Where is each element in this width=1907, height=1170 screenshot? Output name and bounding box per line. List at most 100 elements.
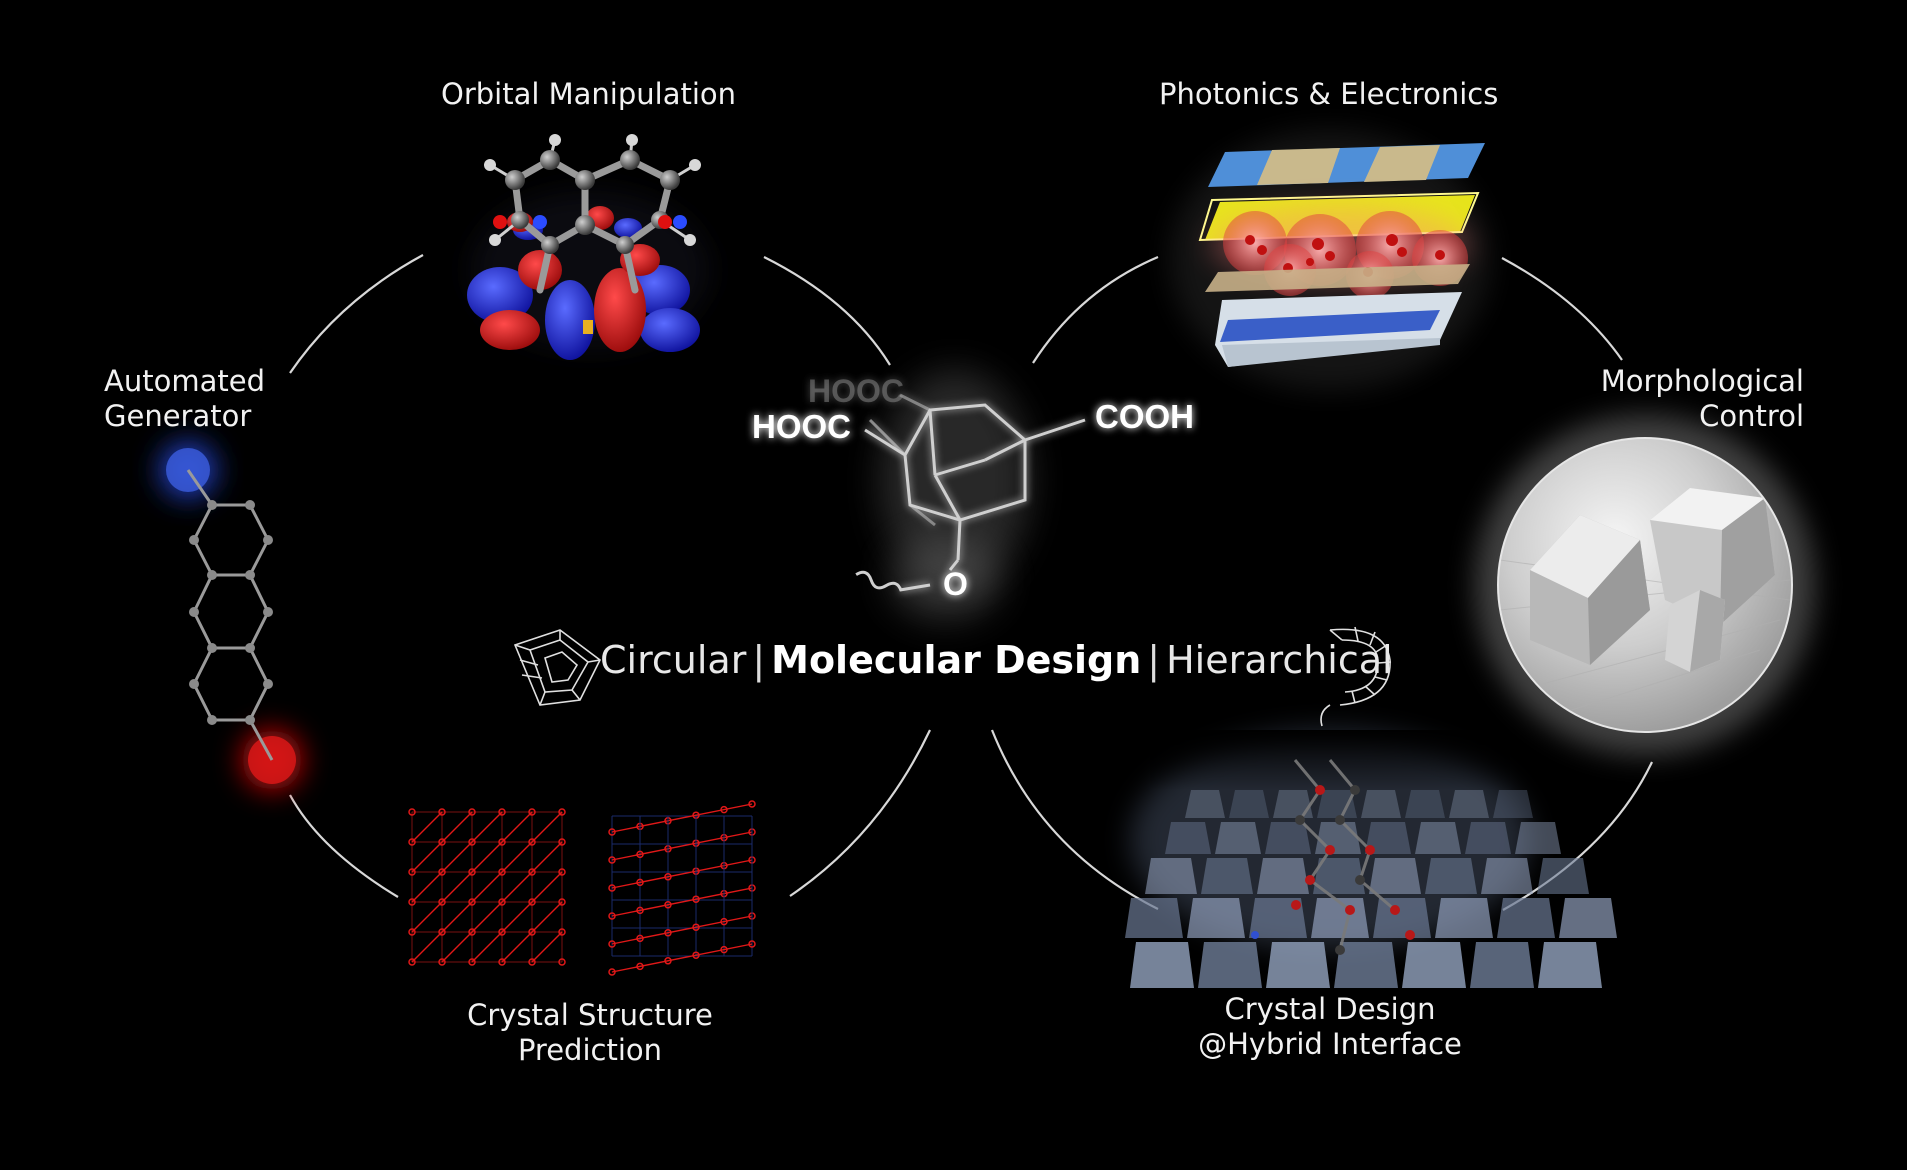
interface-tile: [1125, 898, 1183, 938]
interface-tile: [1497, 898, 1555, 938]
circular-stair-icon: [513, 629, 602, 706]
lattice-left-bond: [471, 901, 503, 933]
lattice-right-node: [692, 951, 700, 959]
automated-line2: Generator: [104, 399, 252, 433]
lattice-left-node: [528, 928, 536, 936]
lattice-right-bond: [611, 831, 753, 861]
lattice-left-bond: [441, 931, 473, 963]
interface-tile: [1481, 858, 1533, 894]
cooh-label: COOH: [1095, 398, 1194, 435]
lattice-left-bond: [411, 871, 443, 903]
lattice-right-node: [608, 856, 616, 864]
lattice-left-node: [498, 838, 506, 846]
lattice-left-node: [468, 868, 476, 876]
device-stack-graphic: [1170, 130, 1490, 390]
interface-tile: [1317, 790, 1357, 818]
hooc-back-label: HOOC: [808, 373, 904, 409]
lattice-left-node: [438, 808, 446, 816]
lattice-left-bond: [471, 871, 503, 903]
interface-tile: [1130, 942, 1194, 988]
lattice-left-bond: [501, 931, 533, 963]
interface-tile: [1198, 942, 1262, 988]
lattice-left-node: [438, 958, 446, 966]
central-title: Circular | Molecular Design | Hierarchical: [600, 638, 1393, 682]
lattice-left-node: [498, 868, 506, 876]
lattice-left-node: [408, 808, 416, 816]
interface-tile: [1266, 942, 1330, 988]
lattice-right-bond: [611, 887, 753, 917]
lattice-left-node: [528, 868, 536, 876]
left-cycle-arcs: [289, 254, 931, 898]
interface-tile: [1273, 790, 1313, 818]
lattice-right-node: [608, 884, 616, 892]
interface-tile: [1265, 822, 1311, 854]
lattice-left-node: [528, 898, 536, 906]
interface-tile: [1369, 858, 1421, 894]
interface-tile: [1185, 790, 1225, 818]
lattice-left-bond: [501, 811, 533, 843]
orbital-label-text: Orbital Manipulation: [441, 77, 737, 111]
lattice-right-node: [636, 906, 644, 915]
chemical-labels: HOOC HOOC COOH O: [752, 373, 1194, 602]
lattice-left-node: [558, 808, 566, 816]
interface-tile: [1538, 942, 1602, 988]
orbital-manipulation-label: Orbital Manipulation: [441, 77, 736, 112]
title-hierarchical: Hierarchical: [1166, 638, 1393, 682]
title-separator-right: |: [1147, 638, 1161, 682]
lattice-right-node: [748, 940, 756, 948]
lattice-left-bond: [441, 871, 473, 903]
lattice-right-node: [692, 895, 700, 903]
lattice-right-node: [636, 934, 644, 943]
lattice-right-bond: [611, 943, 753, 973]
lattice-left-node: [498, 898, 506, 906]
lattice-left-bond: [501, 841, 533, 873]
lattice-left-bond: [531, 841, 563, 873]
sem-image-graphic: [1475, 415, 1815, 755]
right-cycle-arcs: [990, 255, 1653, 911]
lattice-left-node: [558, 958, 566, 966]
interface-tile: [1493, 790, 1533, 818]
lattice-left-bond: [501, 901, 533, 933]
morphological-line2: Control: [1699, 399, 1804, 433]
lattice-left-bond: [531, 931, 563, 963]
lattice-left-node: [408, 898, 416, 906]
interface-tile: [1187, 898, 1245, 938]
lattice-right-node: [664, 873, 672, 881]
interface-tile: [1449, 790, 1489, 818]
lattice-right-node: [720, 945, 728, 954]
crystal-design-line2: @Hybrid Interface: [1198, 1027, 1462, 1061]
orbital-molecule-graphic: [467, 134, 710, 360]
lattice-left-bond: [441, 811, 473, 843]
interface-tile: [1201, 858, 1253, 894]
lattice-left-bond: [501, 871, 533, 903]
lattice-right-bond: [611, 803, 753, 833]
interface-tile: [1435, 898, 1493, 938]
lattice-left-bond: [411, 931, 443, 963]
interface-tile: [1313, 858, 1365, 894]
interface-tile: [1559, 898, 1617, 938]
lattice-left-bond: [441, 841, 473, 873]
crystal-design-line1: Crystal Design: [1224, 992, 1436, 1026]
lattice-left-node: [438, 838, 446, 846]
lattice-right-node: [636, 962, 644, 971]
lattice-left-bond: [531, 811, 563, 843]
crystal-design-hybrid-label: Crystal Design @Hybrid Interface: [1180, 992, 1480, 1062]
interface-tile: [1465, 822, 1511, 854]
hybrid-interface-graphic: [1125, 730, 1617, 988]
lattice-left-node: [438, 868, 446, 876]
lattice-left-node: [408, 868, 416, 876]
title-molecular-design: Molecular Design: [771, 638, 1142, 682]
interface-tile: [1145, 858, 1197, 894]
interface-tile: [1215, 822, 1261, 854]
lattice-left-node: [408, 958, 416, 966]
crystal-structure-prediction-label: Crystal Structure Prediction: [440, 998, 740, 1068]
lattice-right-bond: [611, 915, 753, 945]
lattice-left-node: [528, 838, 536, 846]
interface-tile: [1470, 942, 1534, 988]
morphological-line1: Morphological: [1600, 364, 1804, 398]
lattice-right-node: [664, 957, 672, 965]
lattice-right-node: [608, 940, 616, 948]
hooc-front-label: HOOC: [752, 408, 851, 445]
lattice-right-node: [608, 968, 616, 976]
